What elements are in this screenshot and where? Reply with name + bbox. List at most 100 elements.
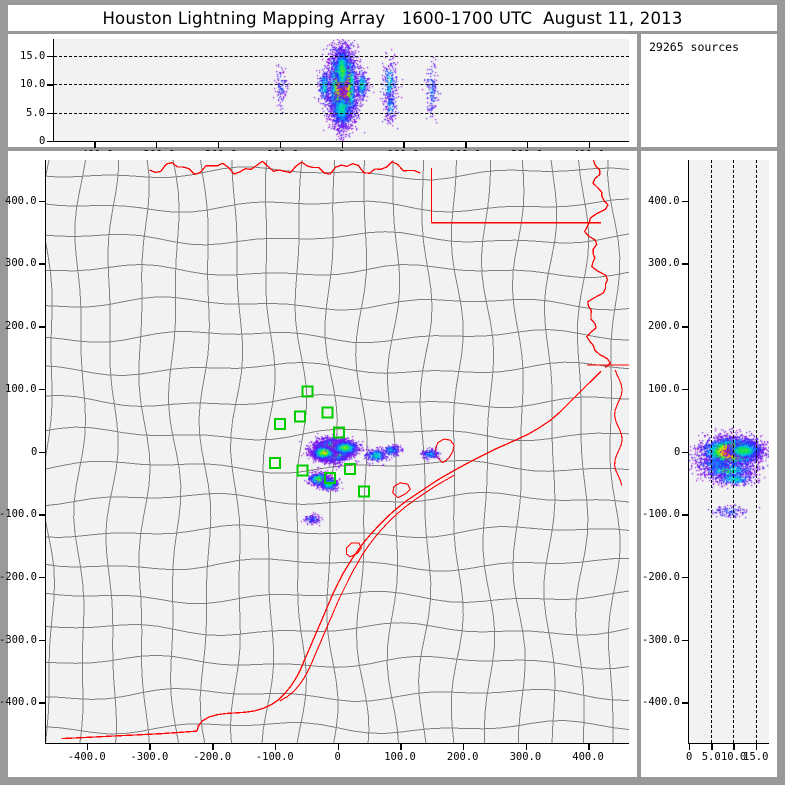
x-tick (337, 744, 339, 750)
x-tick (465, 142, 467, 148)
y-tick (39, 263, 46, 265)
altitude-vs-north-south-panel: 0 5.0 10.0 15.0 -400.0 -300.0 -200.0 -100.0 0 100… (641, 151, 777, 777)
station-marker-group (268, 385, 370, 498)
x-tick (588, 142, 591, 148)
lma-station-marker[interactable] (321, 406, 334, 419)
y-tick (682, 451, 689, 453)
grid-line (755, 160, 757, 743)
grid-line (54, 84, 629, 86)
y-tick (47, 56, 54, 58)
y-tick-label: -200.0 (642, 570, 680, 583)
y-tick-label: -200.0 (0, 570, 37, 583)
y-tick-label: 400.0 (648, 194, 680, 207)
x-tick-label: 400.0 (572, 751, 604, 763)
x-tick-label: -200.0 (193, 751, 232, 763)
x-tick (733, 744, 735, 750)
y-tick-label: -400.0 (642, 696, 680, 709)
y-tick-label: 200.0 (5, 320, 37, 333)
x-tick-label: 15.0 (743, 751, 769, 763)
y-tick (39, 576, 46, 579)
grid-line (54, 56, 629, 57)
lma-station-marker[interactable] (296, 464, 309, 477)
top-plot-area[interactable] (54, 39, 629, 141)
x-tick (403, 142, 405, 148)
y-tick (39, 326, 46, 328)
y-tick-label: 0 (31, 445, 38, 458)
y-tick (682, 702, 689, 704)
x-tick (274, 744, 277, 750)
title-bar: Houston Lightning Mapping Array 1600-170… (8, 5, 777, 31)
y-tick (39, 200, 46, 203)
x-tick (279, 142, 282, 148)
right-panel-source-scatter (689, 160, 769, 743)
y-axis-line (53, 39, 55, 141)
y-tick (39, 388, 46, 391)
grid-line (733, 160, 735, 743)
y-tick-label: 300.0 (5, 257, 37, 270)
y-tick-label: 15.0 (20, 50, 46, 62)
y-tick (682, 576, 689, 579)
x-axis-line (53, 141, 629, 143)
y-tick (682, 200, 689, 203)
map-source-scatter (46, 160, 629, 743)
x-axis-line (45, 743, 629, 745)
map-plot-area[interactable] (46, 160, 629, 743)
y-tick-label: 0 (39, 135, 46, 147)
x-tick-label: 10.0 (720, 751, 747, 763)
lma-station-marker[interactable] (273, 417, 286, 430)
top-panel-source-scatter (54, 39, 629, 141)
x-tick (212, 744, 214, 750)
y-tick (39, 451, 46, 453)
x-tick (149, 744, 151, 750)
x-tick (711, 744, 713, 750)
x-tick (86, 744, 89, 750)
x-tick (341, 142, 343, 148)
y-tick (682, 388, 689, 391)
y-tick-label: -300.0 (0, 633, 37, 646)
x-tick (156, 142, 158, 148)
y-tick-label: 300.0 (648, 257, 680, 270)
lma-station-marker[interactable] (293, 410, 306, 423)
y-tick-label: 0 (674, 445, 681, 458)
y-tick-label: -400.0 (0, 696, 37, 709)
grid-line (54, 112, 629, 114)
x-tick-label: 0 (334, 751, 341, 763)
x-tick (400, 744, 402, 750)
lma-station-marker[interactable] (332, 426, 345, 439)
y-tick-label: -100.0 (642, 508, 680, 521)
x-tick (462, 744, 465, 750)
y-tick (39, 514, 46, 516)
lma-station-marker[interactable] (268, 456, 281, 469)
x-tick (689, 744, 691, 750)
y-tick-label: 200.0 (648, 320, 680, 333)
lma-station-marker[interactable] (344, 463, 356, 476)
y-tick (39, 702, 46, 704)
grid-line (711, 160, 713, 743)
y-tick-label: -100.0 (0, 508, 37, 521)
altitude-vs-east-west-panel: -400.0-300.0-200.0-100.00100.0200.0300.0… (8, 34, 637, 161)
y-tick (47, 112, 54, 115)
y-tick (682, 514, 689, 516)
x-tick-label: 0 (686, 751, 693, 763)
lma-station-markers (268, 385, 370, 498)
y-tick (39, 639, 46, 641)
x-tick (94, 142, 96, 148)
right-plot-area[interactable] (689, 160, 769, 743)
x-tick-label: 100.0 (384, 751, 416, 763)
x-tick-label: -100.0 (255, 751, 294, 763)
source-count-label: 29265 sources (649, 40, 740, 54)
lma-station-marker[interactable] (324, 471, 336, 484)
x-tick-label: -300.0 (130, 751, 169, 763)
lma-station-marker[interactable] (357, 485, 370, 498)
page-title: Houston Lightning Mapping Array 1600-170… (102, 8, 683, 28)
x-axis-line (688, 743, 769, 745)
lma-station-marker[interactable] (301, 385, 314, 398)
y-tick-label: 100.0 (648, 382, 680, 395)
y-tick-label: 10.0 (20, 78, 46, 91)
y-tick (682, 639, 689, 641)
x-tick-label: 5.0 (701, 751, 721, 763)
y-tick-label: 400.0 (5, 194, 37, 207)
x-tick-label: 300.0 (509, 751, 542, 763)
x-tick (588, 744, 590, 750)
y-tick (682, 263, 689, 265)
